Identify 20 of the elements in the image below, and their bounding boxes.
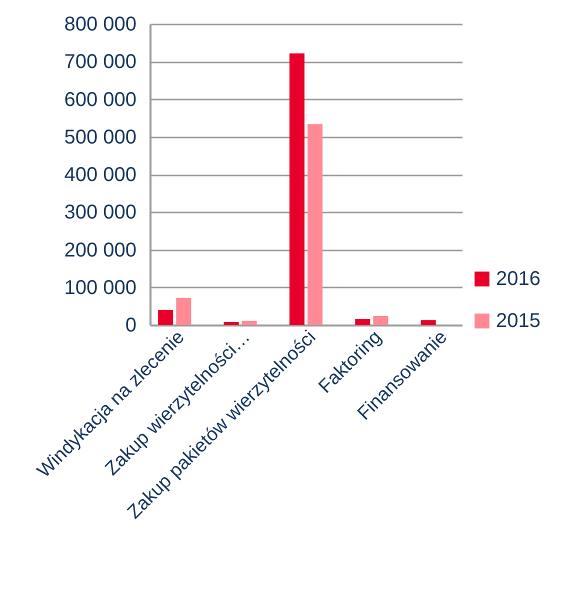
- bar: [158, 310, 174, 325]
- y-tick-label: 0: [125, 314, 136, 336]
- y-tick-label: 300 000: [64, 202, 136, 224]
- bar: [420, 320, 436, 325]
- y-tick-label: 100 000: [64, 276, 136, 299]
- legend-label: 2015: [496, 310, 540, 332]
- bar: [289, 53, 304, 325]
- legend-label: 2016: [496, 268, 540, 290]
- y-tick-label: 400 000: [64, 164, 136, 186]
- y-tick-label: 800 000: [64, 14, 136, 36]
- y-tick-label: 500 000: [64, 126, 136, 148]
- bar: [355, 318, 370, 325]
- bar: [242, 320, 257, 325]
- y-tick-label: 600 000: [64, 88, 136, 111]
- y-tick-label: 200 000: [64, 239, 136, 262]
- bar: [224, 322, 239, 325]
- bar: [308, 124, 323, 325]
- y-tick-label: 700 000: [64, 51, 136, 74]
- bar: [373, 316, 388, 325]
- bar: [176, 298, 192, 325]
